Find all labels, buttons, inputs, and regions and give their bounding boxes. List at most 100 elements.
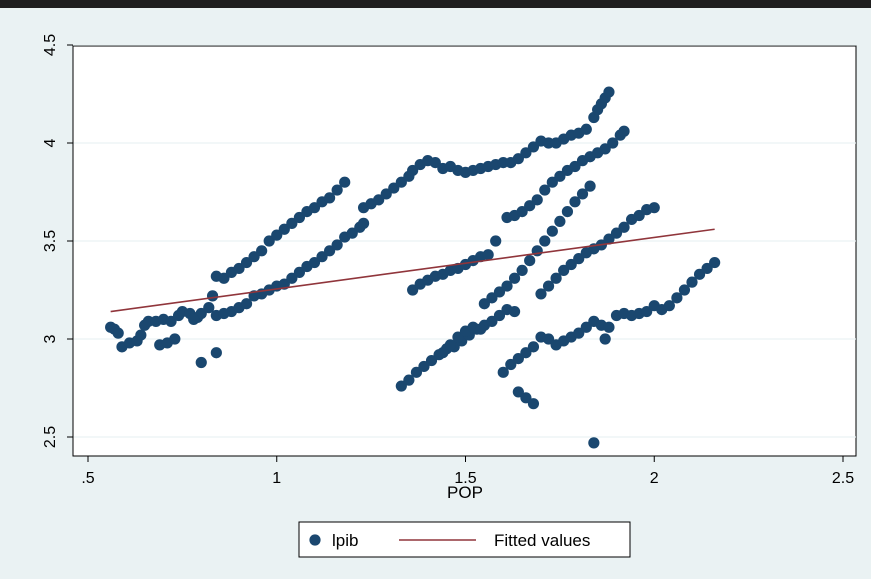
data-point xyxy=(550,272,562,284)
data-point xyxy=(573,327,585,339)
data-point xyxy=(206,290,219,302)
data-point xyxy=(709,256,721,269)
data-point xyxy=(618,125,630,137)
data-point xyxy=(607,137,619,149)
data-point xyxy=(425,354,438,367)
data-point xyxy=(324,245,336,257)
data-point xyxy=(648,202,660,214)
fitted-line xyxy=(110,228,715,313)
data-point xyxy=(554,215,566,227)
data-point xyxy=(542,280,555,292)
data-point xyxy=(535,288,547,300)
fitted-line-layer xyxy=(110,228,715,313)
data-point xyxy=(520,347,532,359)
data-point xyxy=(603,321,615,333)
data-point xyxy=(508,272,521,284)
data-point xyxy=(580,123,592,135)
top-bar xyxy=(0,0,871,8)
data-point xyxy=(339,176,351,188)
data-point xyxy=(505,358,517,371)
data-point xyxy=(516,264,528,276)
data-point xyxy=(135,329,147,341)
data-point xyxy=(437,347,449,359)
data-point xyxy=(210,347,222,359)
x-tick-label: 2 xyxy=(650,470,659,487)
data-point xyxy=(527,341,540,353)
data-point xyxy=(501,280,513,292)
data-point xyxy=(271,229,283,241)
data-point xyxy=(663,300,675,312)
data-point xyxy=(618,221,630,233)
x-tick-label: 1.5 xyxy=(454,470,476,487)
data-point xyxy=(671,292,683,304)
data-point xyxy=(380,188,392,200)
data-point xyxy=(641,305,653,318)
data-point xyxy=(324,192,336,204)
data-point xyxy=(546,225,558,237)
data-point xyxy=(527,141,540,153)
x-tick-label: .5 xyxy=(81,470,94,487)
data-point xyxy=(452,331,464,343)
data-point xyxy=(520,147,532,159)
data-point xyxy=(561,206,574,218)
data-point xyxy=(373,194,385,206)
data-point xyxy=(576,188,589,200)
data-point xyxy=(569,160,581,173)
data-point xyxy=(233,262,245,275)
data-point xyxy=(603,86,615,98)
data-point xyxy=(308,202,321,214)
data-point xyxy=(248,251,260,263)
data-point xyxy=(588,437,600,449)
data-point xyxy=(388,182,400,194)
data-point xyxy=(701,262,713,275)
data-point xyxy=(693,268,706,280)
legend-label-lpib: lpib xyxy=(332,531,358,550)
data-point xyxy=(316,251,328,263)
data-point xyxy=(610,227,623,239)
data-point xyxy=(195,356,207,369)
scatter-chart: 2.5 3 3.5 4 4.5 .5 1 1.5 2 2.5 POP lpib Fitted va… xyxy=(0,8,871,579)
y-tick-label: 3 xyxy=(42,334,59,343)
data-point xyxy=(478,298,490,310)
data-point xyxy=(527,398,540,410)
data-point xyxy=(508,305,521,318)
data-point xyxy=(293,211,305,224)
data-point xyxy=(584,180,596,192)
y-tick-label: 4 xyxy=(42,138,59,147)
data-point xyxy=(633,209,645,222)
data-point xyxy=(475,323,487,335)
data-point xyxy=(486,315,498,327)
data-point xyxy=(195,307,207,320)
data-point xyxy=(493,286,506,298)
data-point xyxy=(331,239,343,251)
data-point xyxy=(512,386,524,398)
data-point xyxy=(256,245,268,257)
data-point xyxy=(599,333,611,345)
data-point xyxy=(490,235,502,247)
data-point xyxy=(678,284,691,296)
data-point xyxy=(603,233,615,245)
x-tick-label: 2.5 xyxy=(832,470,854,487)
data-point xyxy=(497,366,509,378)
data-point xyxy=(331,184,343,196)
legend-label-fitted: Fitted values xyxy=(494,531,590,550)
data-point xyxy=(429,157,441,169)
legend: lpib Fitted values xyxy=(298,521,631,558)
data-point xyxy=(395,380,407,392)
data-point xyxy=(686,276,698,288)
data-point xyxy=(444,339,456,351)
y-tick-label: 3.5 xyxy=(42,230,59,252)
data-point xyxy=(565,258,577,271)
data-point xyxy=(418,360,430,373)
data-point xyxy=(539,184,551,196)
data-point xyxy=(524,200,536,212)
data-point xyxy=(165,315,177,327)
legend-marker-lpib xyxy=(309,534,321,546)
data-point xyxy=(407,164,419,177)
data-point xyxy=(407,284,419,296)
data-point xyxy=(554,170,566,182)
data-point xyxy=(357,217,370,229)
data-point xyxy=(599,143,611,155)
data-point xyxy=(482,249,494,261)
